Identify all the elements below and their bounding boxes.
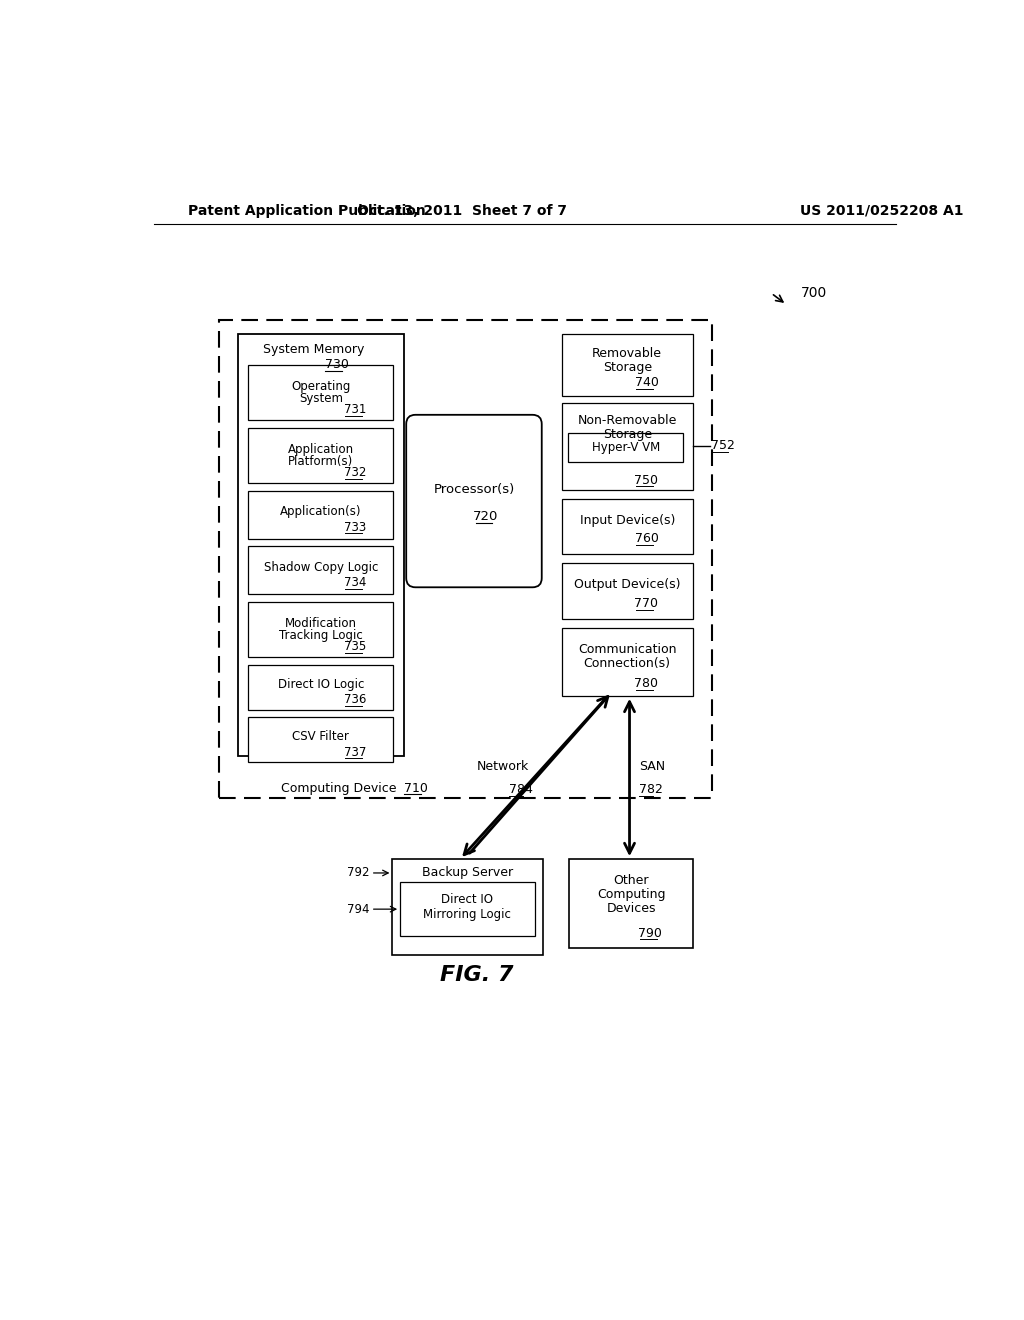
Text: Patent Application Publication: Patent Application Publication [188, 203, 426, 218]
Text: Storage: Storage [603, 428, 651, 441]
Text: 794: 794 [347, 903, 370, 916]
Text: Backup Server: Backup Server [422, 866, 513, 879]
Text: 790: 790 [638, 927, 663, 940]
Text: 740: 740 [635, 376, 658, 389]
Text: SAN: SAN [639, 760, 665, 774]
Text: Storage: Storage [603, 360, 651, 374]
Text: 731: 731 [344, 403, 367, 416]
Text: Removable: Removable [592, 347, 663, 360]
Bar [562, 628, 692, 696]
Bar [249, 602, 393, 657]
Text: CSV Filter: CSV Filter [292, 730, 349, 743]
Bar [562, 334, 692, 396]
Bar [568, 433, 683, 462]
Text: 770: 770 [635, 597, 658, 610]
Bar [392, 859, 544, 956]
Bar [219, 321, 712, 797]
Text: 710: 710 [403, 781, 428, 795]
Text: Hyper-V VM: Hyper-V VM [592, 441, 659, 454]
Text: System: System [299, 392, 343, 405]
FancyBboxPatch shape [407, 414, 542, 587]
Text: 760: 760 [635, 532, 658, 545]
Text: Devices: Devices [606, 902, 655, 915]
Text: 734: 734 [344, 576, 367, 589]
Text: 736: 736 [344, 693, 367, 706]
Text: Computing: Computing [597, 888, 666, 902]
Bar [249, 718, 393, 762]
Text: 732: 732 [344, 466, 367, 479]
Text: US 2011/0252208 A1: US 2011/0252208 A1 [801, 203, 964, 218]
Text: Mirroring Logic: Mirroring Logic [424, 908, 511, 921]
Bar [569, 859, 692, 948]
Text: 733: 733 [344, 520, 367, 533]
Text: System Memory: System Memory [263, 343, 365, 356]
Text: 752: 752 [711, 440, 735, 453]
Text: 784: 784 [509, 783, 534, 796]
Text: Network: Network [477, 760, 529, 774]
Text: Modification: Modification [285, 616, 356, 630]
Text: 700: 700 [801, 286, 826, 300]
Text: Application: Application [288, 444, 354, 455]
Text: Tracking Logic: Tracking Logic [279, 630, 362, 643]
Bar [249, 665, 393, 710]
Text: Connection(s): Connection(s) [584, 657, 671, 671]
Text: 792: 792 [347, 866, 370, 879]
Text: 730: 730 [325, 358, 348, 371]
Text: Other: Other [613, 874, 649, 887]
Bar [562, 564, 692, 619]
Bar [249, 546, 393, 594]
Text: 735: 735 [344, 640, 367, 653]
Text: Shadow Copy Logic: Shadow Copy Logic [263, 561, 378, 574]
Bar [249, 364, 393, 420]
Text: 737: 737 [344, 746, 367, 759]
Text: 750: 750 [635, 474, 658, 487]
Text: FIG. 7: FIG. 7 [440, 965, 514, 985]
Bar [400, 882, 535, 936]
Bar [239, 334, 403, 756]
Bar [249, 428, 393, 483]
Text: Non-Removable: Non-Removable [578, 413, 677, 426]
Bar [249, 491, 393, 539]
Text: Direct IO: Direct IO [441, 892, 494, 906]
Text: Computing Device: Computing Device [281, 781, 396, 795]
Bar [562, 404, 692, 490]
Text: Direct IO Logic: Direct IO Logic [278, 677, 364, 690]
Text: Platform(s): Platform(s) [288, 455, 353, 469]
Text: Communication: Communication [578, 643, 677, 656]
Text: Operating: Operating [291, 380, 350, 393]
Text: 720: 720 [473, 510, 499, 523]
Text: Input Device(s): Input Device(s) [580, 513, 675, 527]
Text: 782: 782 [639, 783, 663, 796]
Text: Application(s): Application(s) [280, 506, 361, 519]
Text: 780: 780 [635, 677, 658, 690]
Bar [562, 499, 692, 554]
Text: Oct. 13, 2011  Sheet 7 of 7: Oct. 13, 2011 Sheet 7 of 7 [356, 203, 566, 218]
Text: Processor(s): Processor(s) [433, 483, 515, 496]
Text: Output Device(s): Output Device(s) [574, 578, 681, 591]
